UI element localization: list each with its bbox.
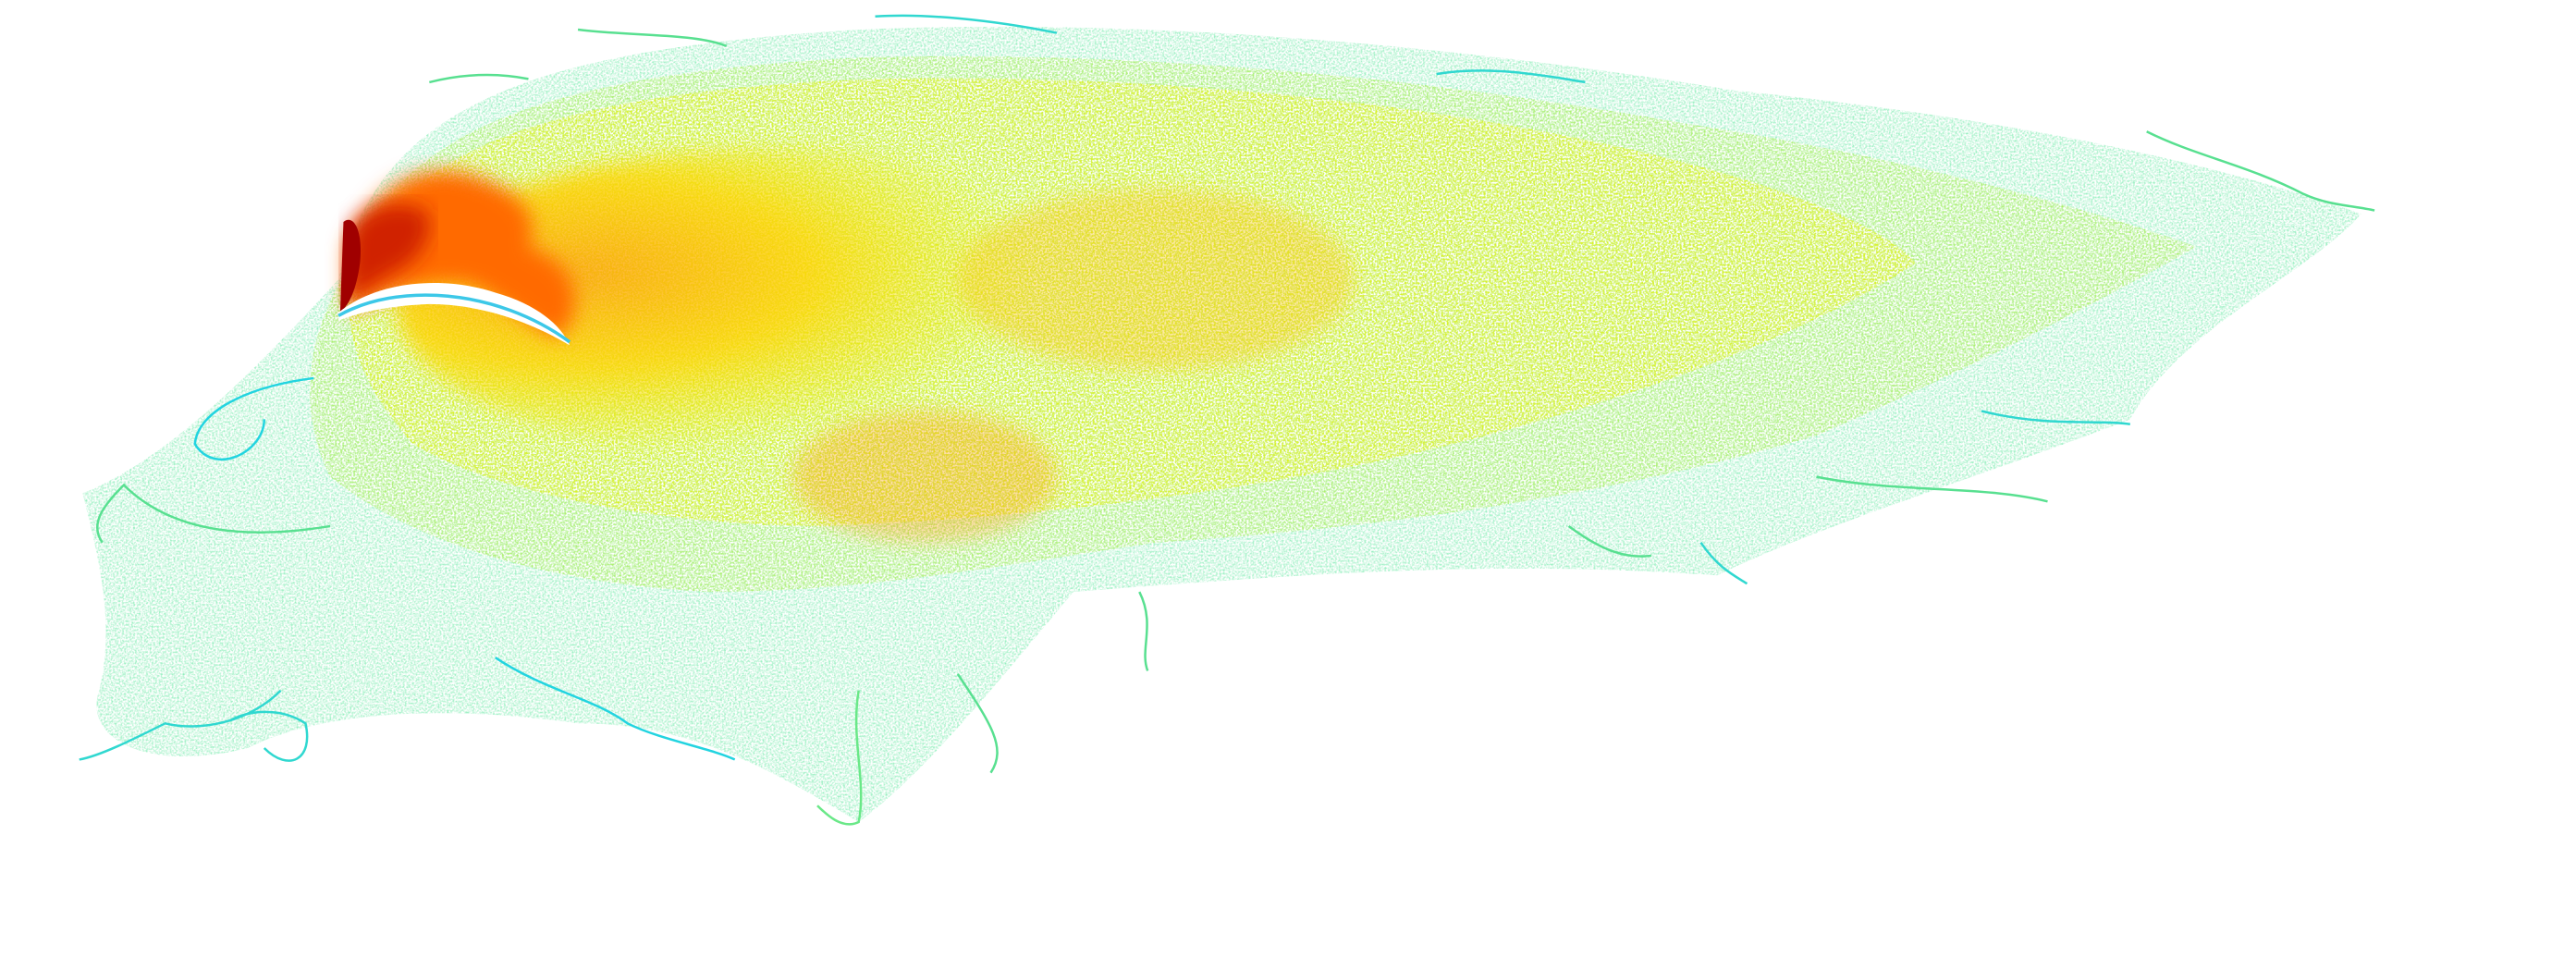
orange-streamline-core: [396, 148, 1355, 543]
stray-streamlines: [79, 14, 2375, 826]
body-edge: [337, 293, 571, 344]
red-high-value-region: [339, 171, 575, 338]
